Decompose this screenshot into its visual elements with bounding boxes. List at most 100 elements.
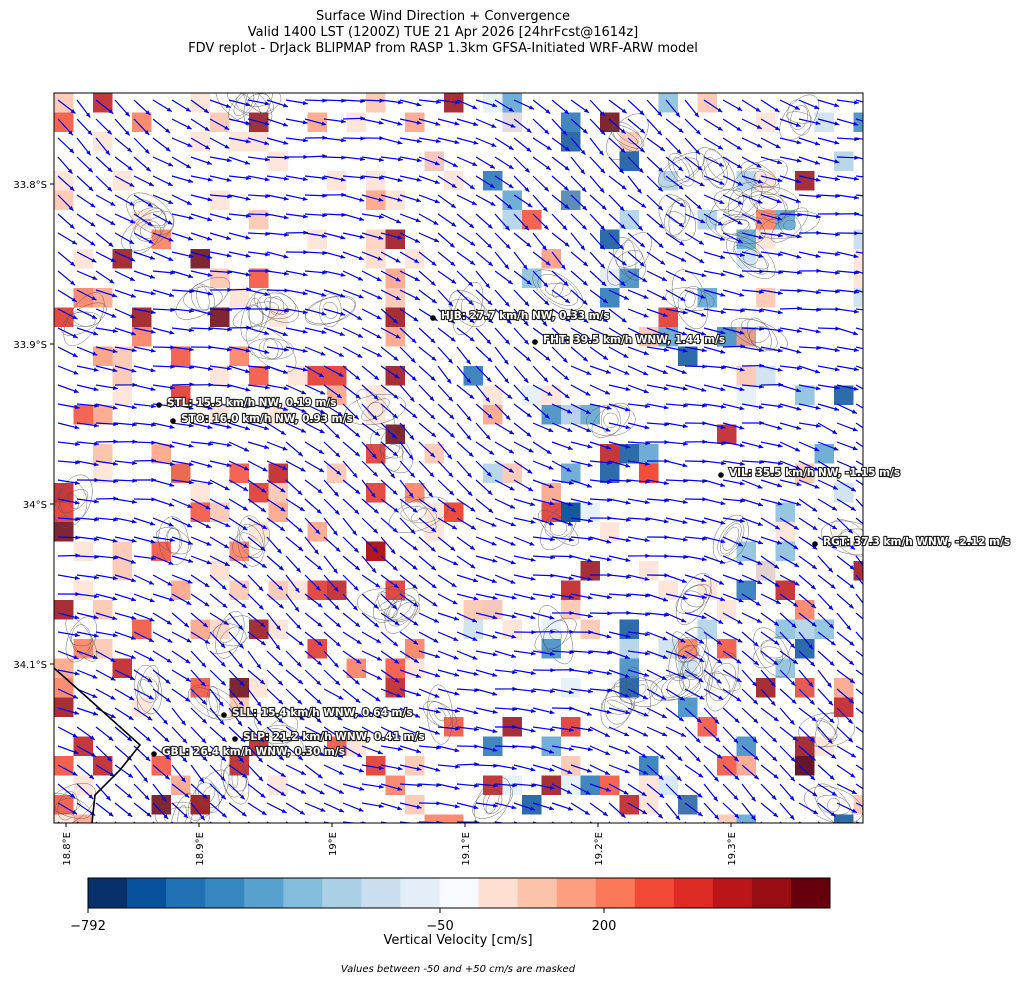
colorbar-swatch bbox=[635, 878, 675, 908]
convergence-cell bbox=[191, 483, 211, 503]
convergence-cell bbox=[74, 542, 94, 562]
lon-tick-label: 18.9°E bbox=[195, 832, 206, 866]
convergence-cell bbox=[93, 288, 113, 308]
convergence-cell bbox=[737, 756, 757, 776]
wind-arrow-head bbox=[640, 831, 645, 835]
colorbar-swatch bbox=[244, 878, 284, 908]
colorbar-swatch bbox=[127, 878, 167, 908]
colorbar-label: Vertical Velocity [cm/s] bbox=[383, 933, 532, 948]
map-background bbox=[54, 93, 863, 823]
convergence-cell bbox=[620, 620, 640, 640]
wind-arrow bbox=[153, 822, 170, 836]
station-dot bbox=[718, 472, 724, 478]
station-dot bbox=[151, 751, 157, 757]
wind-arrow-head bbox=[872, 159, 877, 163]
station-dot bbox=[221, 712, 227, 718]
convergence-cell bbox=[308, 230, 328, 250]
colorbar-tick-label: 200 bbox=[592, 919, 617, 934]
convergence-cell bbox=[600, 113, 620, 133]
wind-arrow-head bbox=[549, 825, 554, 829]
convergence-cell bbox=[347, 113, 367, 133]
convergence-cell bbox=[366, 93, 386, 113]
wind-arrow-head bbox=[868, 527, 873, 532]
convergence-cell bbox=[620, 795, 640, 815]
convergence-cell bbox=[756, 230, 776, 250]
convergence-cell bbox=[561, 776, 581, 796]
wind-arrow bbox=[134, 822, 147, 839]
convergence-cell bbox=[269, 483, 289, 503]
wind-arrow bbox=[210, 822, 228, 834]
convergence-cell bbox=[191, 93, 211, 113]
convergence-cell bbox=[444, 815, 464, 835]
convergence-cell bbox=[132, 698, 152, 718]
convergence-cell bbox=[659, 581, 679, 601]
convergence-cell bbox=[54, 113, 74, 133]
colorbar-swatch bbox=[713, 878, 753, 908]
wind-arrow bbox=[761, 822, 777, 837]
wind-arrow-head bbox=[872, 331, 877, 335]
colorbar-swatch bbox=[674, 878, 714, 908]
wind-arrow bbox=[780, 822, 797, 836]
wind-arrow-head bbox=[341, 824, 346, 828]
convergence-cell bbox=[230, 288, 250, 308]
lon-tick-label: 19.2°E bbox=[594, 832, 605, 866]
lon-tick-label: 18.8°E bbox=[62, 832, 73, 866]
lon-tick-label: 19.3°E bbox=[727, 832, 738, 866]
wind-arrow bbox=[115, 822, 132, 835]
convergence-cell bbox=[210, 191, 230, 211]
convergence-cell bbox=[113, 171, 133, 191]
convergence-cell bbox=[444, 93, 464, 113]
convergence-cell bbox=[386, 425, 406, 445]
convergence-cell bbox=[171, 581, 191, 601]
colorbar-swatch bbox=[361, 878, 401, 908]
convergence-cell bbox=[776, 503, 796, 523]
station-label: HJB: 27.7 km/h NW, 0.33 m/s bbox=[441, 310, 610, 322]
convergence-cell bbox=[93, 405, 113, 425]
convergence-cell bbox=[425, 815, 445, 835]
convergence-cell bbox=[717, 425, 737, 445]
colorbar-swatch bbox=[166, 878, 206, 908]
convergence-cell bbox=[581, 503, 601, 523]
colorbar-swatch bbox=[400, 878, 440, 908]
convergence-cell bbox=[269, 620, 289, 640]
convergence-cell bbox=[386, 776, 406, 796]
colorbar-swatch bbox=[479, 878, 519, 908]
wind-arrow-head bbox=[868, 717, 873, 721]
title-line: Valid 1400 LST (1200Z) TUE 21 Apr 2026 [… bbox=[248, 25, 639, 40]
station-label: RGT: 37.3 km/h WNW, -2.12 m/s bbox=[823, 536, 1010, 548]
wind-arrow-head bbox=[301, 828, 306, 832]
convergence-cell bbox=[405, 483, 425, 503]
lat-tick-label: 33.8°S bbox=[13, 180, 47, 191]
station-label: SLP: 21.2 km/h WNW, 0.41 m/s bbox=[243, 731, 425, 743]
wind-arrow-head bbox=[659, 832, 664, 837]
station-label: SLL: 15.4 km/h WNW, 0.64 m/s bbox=[232, 707, 413, 719]
convergence-cell bbox=[581, 620, 601, 640]
convergence-cell bbox=[503, 464, 523, 484]
convergence-cell bbox=[54, 522, 74, 542]
colorbar-swatch bbox=[322, 878, 362, 908]
convergence-cell bbox=[795, 639, 815, 659]
convergence-cell bbox=[74, 776, 94, 796]
wind-arrow-head bbox=[792, 831, 797, 836]
wind-arrow-head bbox=[90, 830, 95, 834]
wind-arrow-head bbox=[869, 678, 874, 682]
convergence-cell bbox=[620, 132, 640, 152]
wind-arrow-head bbox=[696, 833, 701, 838]
convergence-cell bbox=[425, 152, 445, 172]
wind-arrow-head bbox=[873, 139, 878, 143]
wind-arrow-head bbox=[263, 827, 268, 831]
convergence-cell bbox=[386, 581, 406, 601]
convergence-cell bbox=[561, 132, 581, 152]
convergence-cell bbox=[366, 249, 386, 269]
wind-arrow bbox=[77, 822, 95, 834]
wind-arrow-head bbox=[869, 431, 874, 435]
title-line: FDV replot - DrJack BLIPMAP from RASP 1.… bbox=[188, 41, 698, 56]
wind-arrow-head bbox=[869, 488, 874, 492]
colorbar-swatch bbox=[88, 878, 128, 908]
convergence-cell bbox=[581, 776, 601, 796]
station-label: STL: 15.5 km/h NW, 0.19 m/s bbox=[167, 397, 336, 409]
wind-arrow-head bbox=[872, 293, 877, 297]
wind-arrow-head bbox=[866, 510, 871, 515]
colorbar-swatch bbox=[439, 878, 479, 908]
